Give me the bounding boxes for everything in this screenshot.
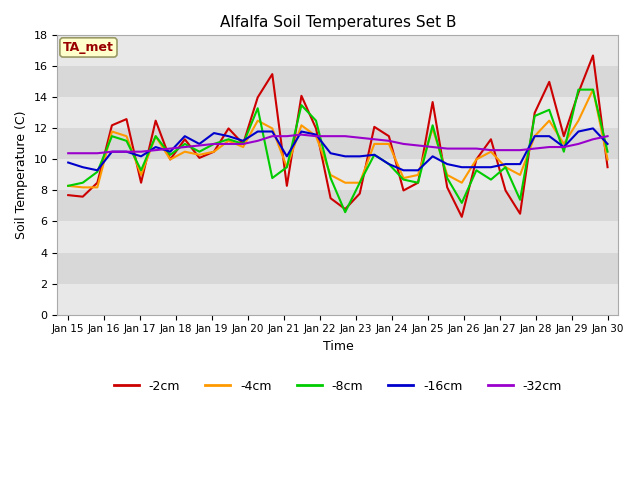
Legend: -2cm, -4cm, -8cm, -16cm, -32cm: -2cm, -4cm, -8cm, -16cm, -32cm <box>109 375 567 398</box>
X-axis label: Time: Time <box>323 340 353 353</box>
Bar <box>58 159 618 191</box>
Bar <box>58 221 618 252</box>
Text: TA_met: TA_met <box>63 41 114 54</box>
Bar <box>58 284 618 314</box>
Y-axis label: Soil Temperature (C): Soil Temperature (C) <box>15 111 28 239</box>
Bar <box>58 97 618 129</box>
Bar <box>58 36 618 66</box>
Title: Alfalfa Soil Temperatures Set B: Alfalfa Soil Temperatures Set B <box>220 15 456 30</box>
